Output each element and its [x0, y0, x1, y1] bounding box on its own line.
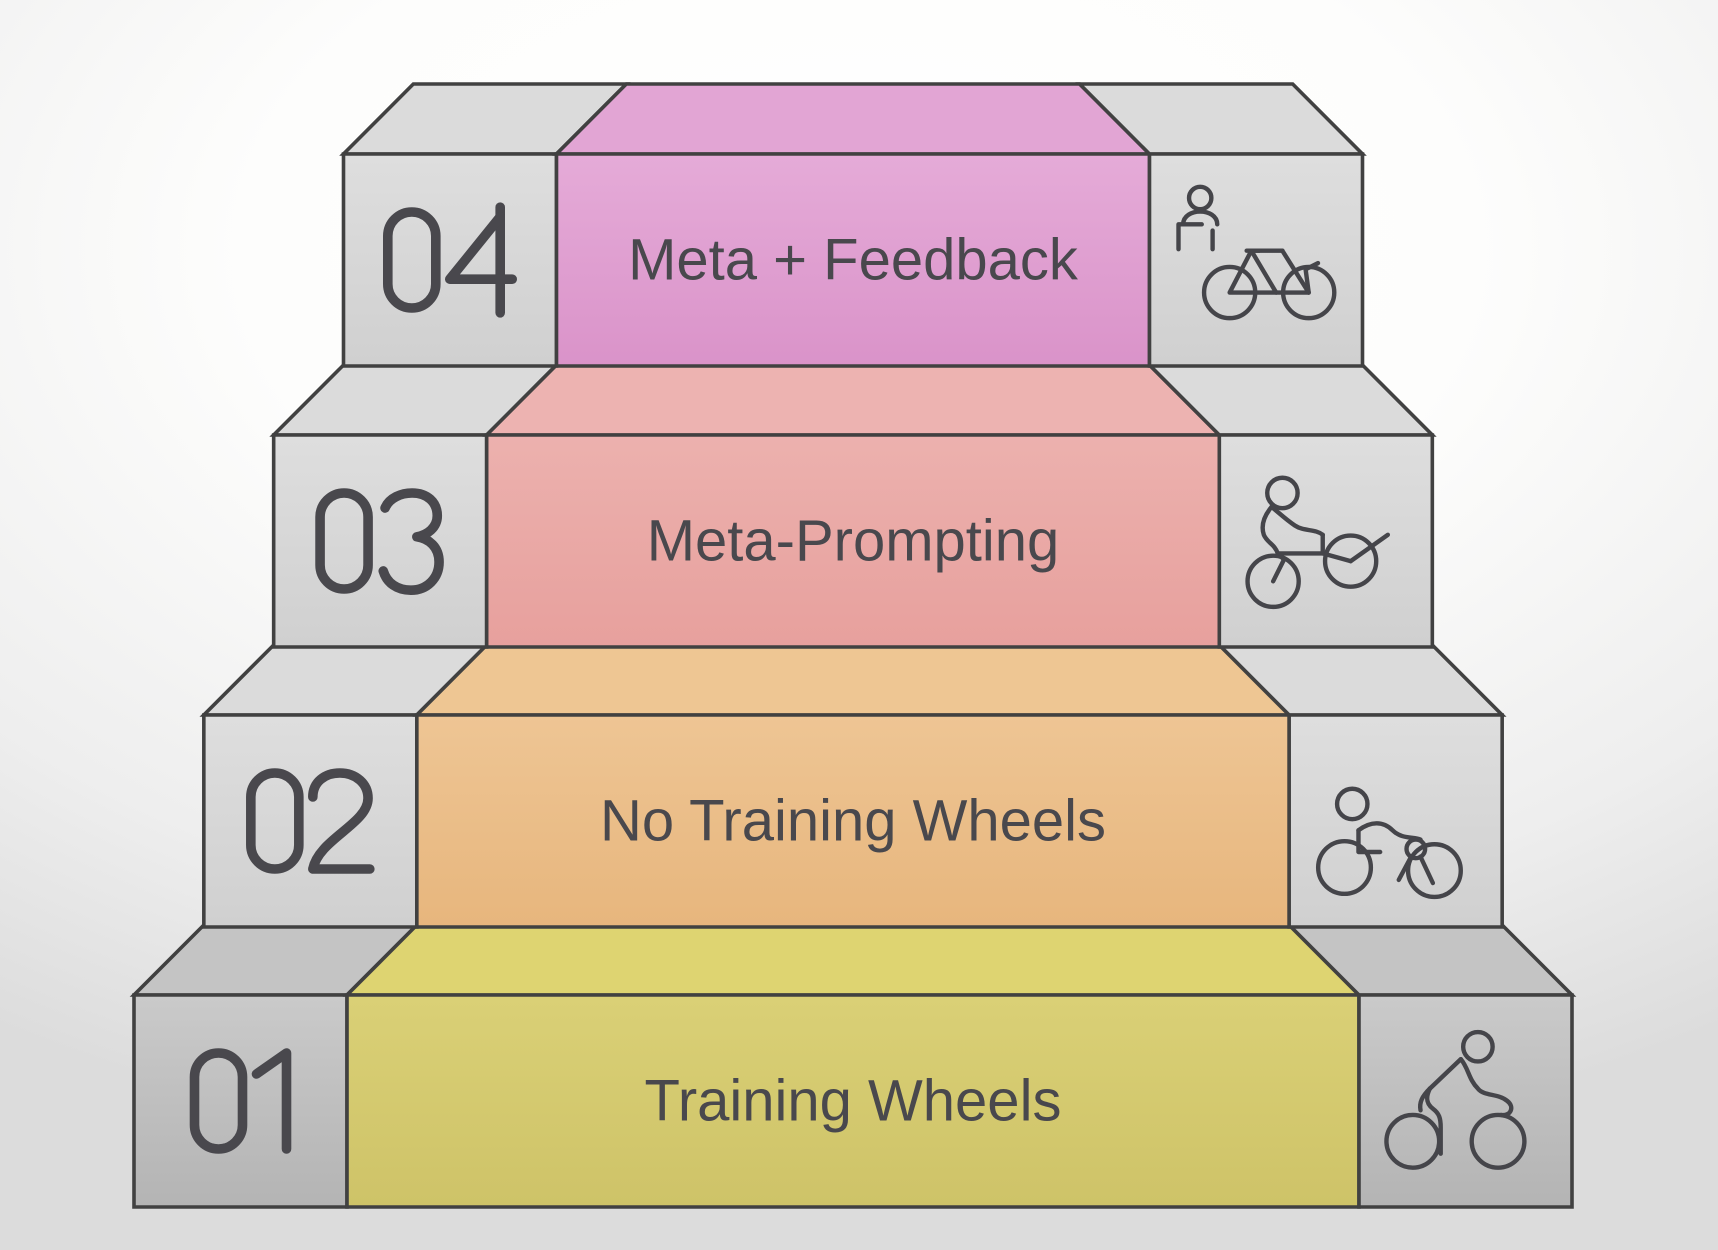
svg-text:Meta + Feedback: Meta + Feedback: [628, 228, 1079, 293]
svg-text:Training Wheels: Training Wheels: [645, 1069, 1062, 1134]
svg-text:Meta-Prompting: Meta-Prompting: [647, 509, 1060, 574]
svg-text:No Training Wheels: No Training Wheels: [600, 789, 1106, 854]
